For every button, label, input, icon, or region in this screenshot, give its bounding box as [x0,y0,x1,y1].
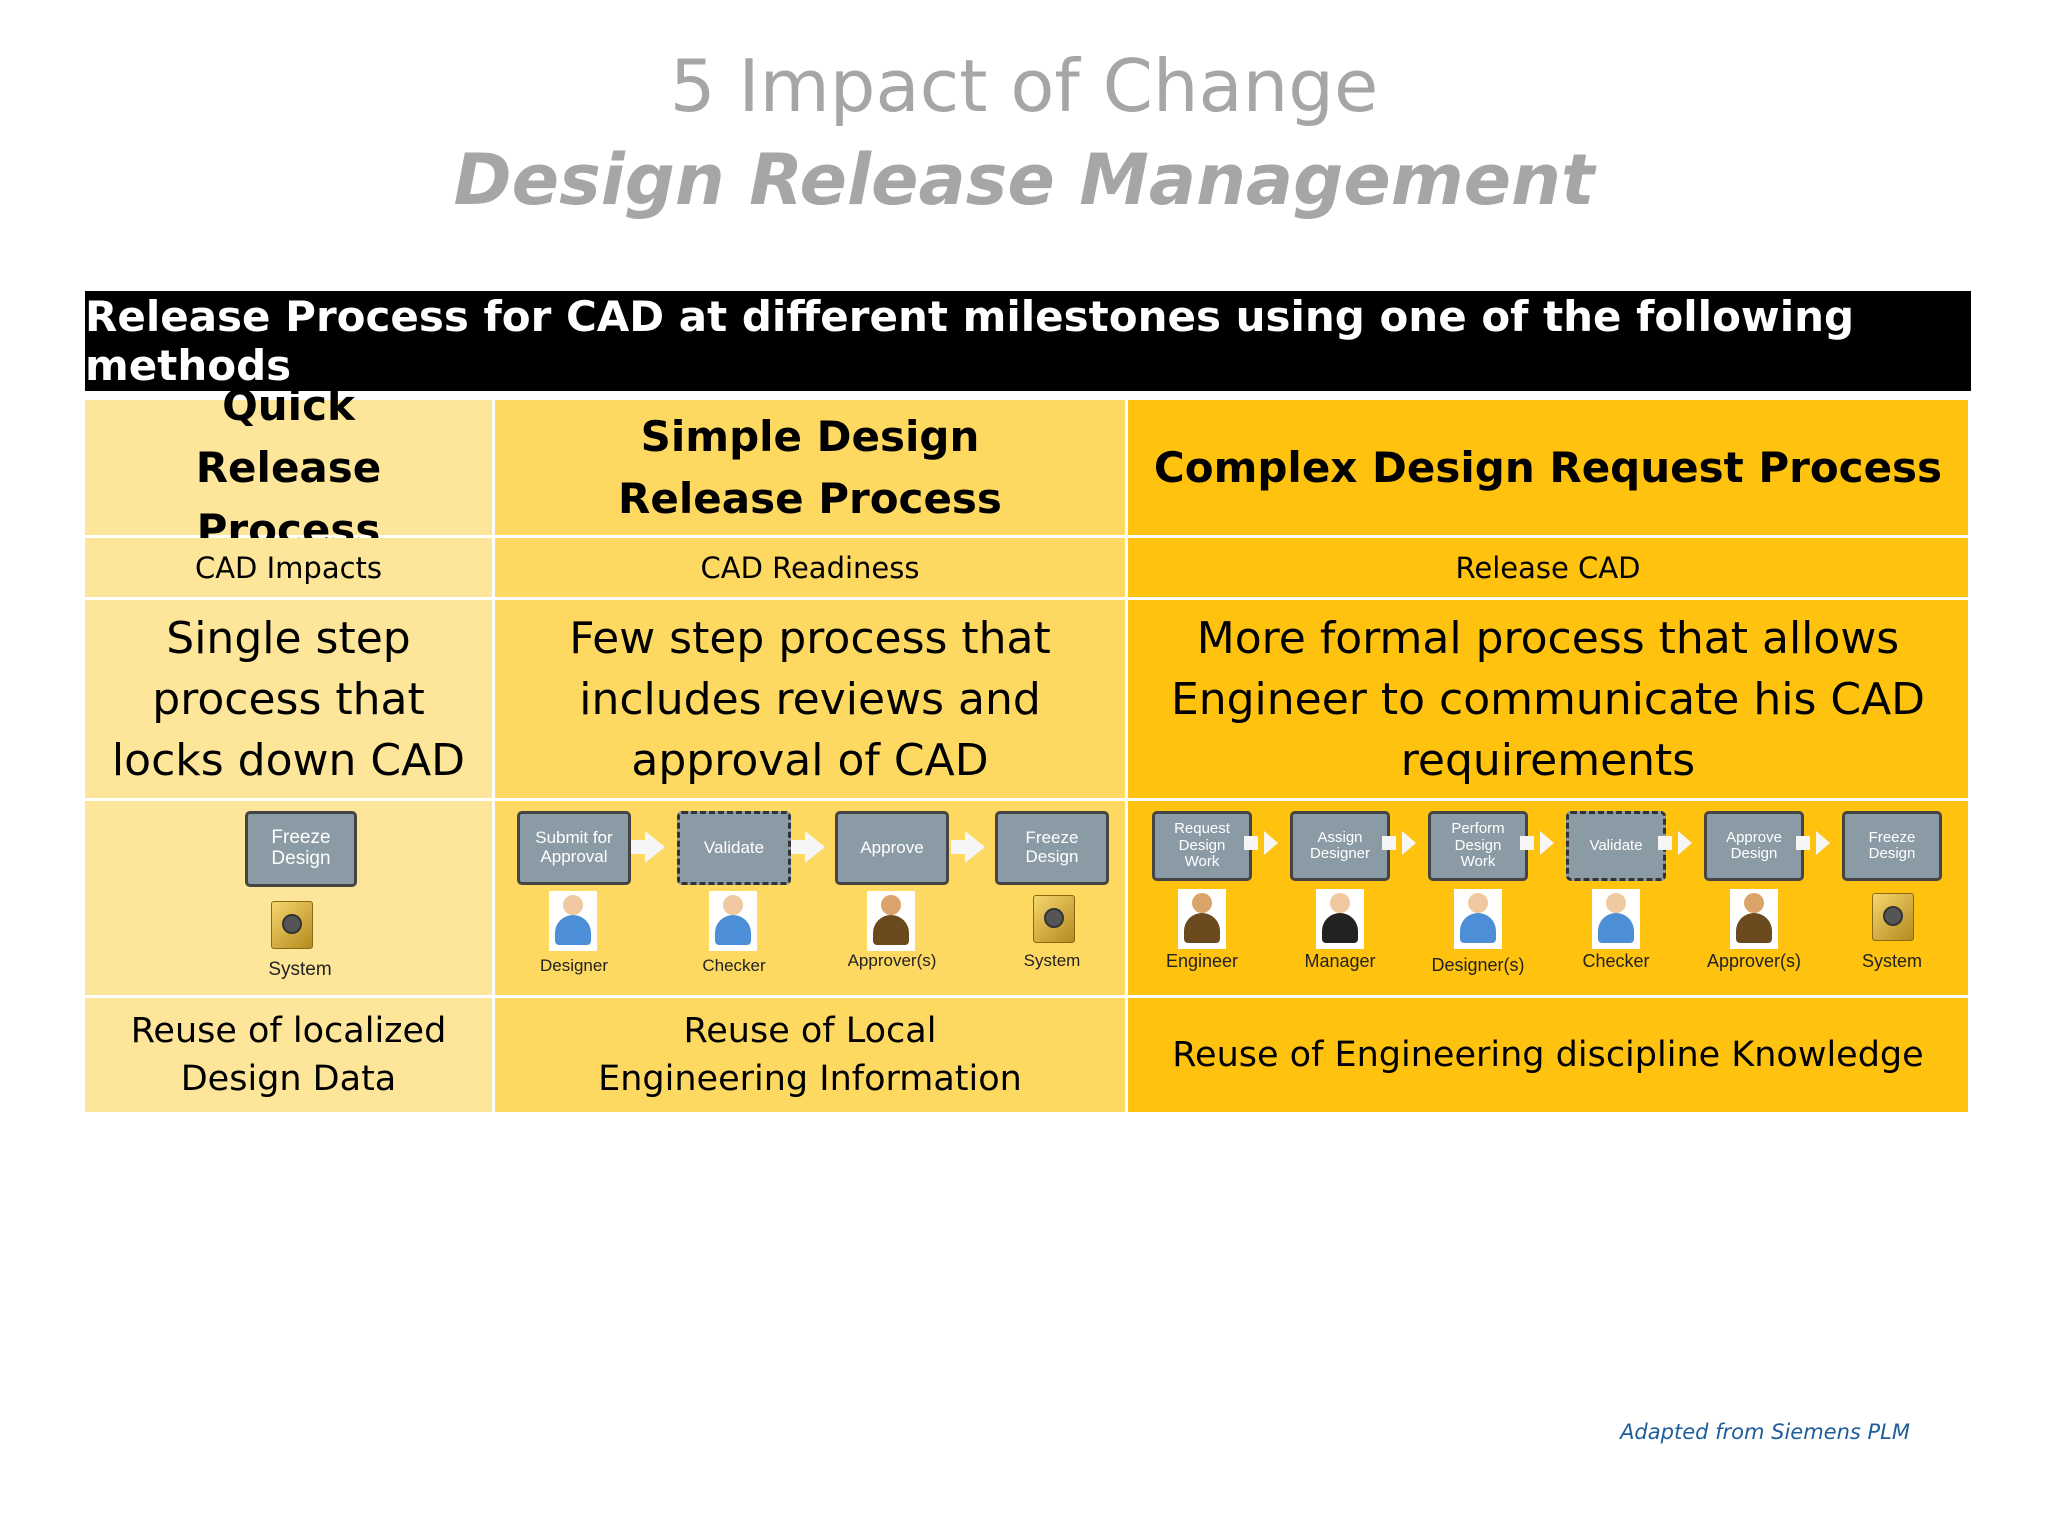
role-label-designer: Designer [539,956,609,975]
process-diagram-complex: Request Design Work Engineer Assign Desi… [1128,801,1971,998]
reuse-text: Reuse of Local Engineering Information [598,1011,1022,1099]
heading-text: Complex Design Request Process [1153,442,1943,492]
banner: Release Process for CAD at different mil… [85,291,1971,391]
person-icon [1178,889,1226,949]
step-box-assign-designer: Assign Designer [1290,811,1390,881]
arrow-icon [951,831,985,863]
step-box-freeze-design: Freeze Design [1842,811,1942,881]
arrow-icon [1520,831,1554,855]
description-simple: Few step process that includes reviews a… [495,600,1128,801]
description-complex: More formal process that allows Engineer… [1128,600,1971,801]
milestone-complex: Release CAD [1128,538,1971,600]
milestone-simple: CAD Readiness [495,538,1128,600]
heading-text: Quick Release Process [195,380,382,554]
reuse-simple: Reuse of Local Engineering Information [495,998,1128,1115]
page-subtitle: Design Release Management [453,139,1595,221]
role-label-system: System [268,959,332,980]
step-box-freeze-design: Freeze Design [995,811,1109,885]
arrow-icon [1796,831,1830,855]
arrow-icon [1658,831,1692,855]
step-box-freeze-design: Freeze Design [245,811,357,887]
reuse-complex: Reuse of Engineering discipline Knowledg… [1128,998,1971,1115]
heading-quick-release: Quick Release Process [85,381,495,554]
step-box-validate: Validate [677,811,791,885]
description-text: Single step process that locks down CAD [111,612,466,786]
description-quick: Single step process that locks down CAD [85,600,495,801]
safe-icon [271,901,313,949]
arrow-icon [631,831,665,863]
role-label-system: System [1861,951,1922,971]
arrow-icon [791,831,825,863]
role-label-designers: Designer(s) [1431,955,1525,975]
step-box-validate: Validate [1566,811,1666,881]
role-label-manager: Manager [1304,951,1376,971]
arrow-icon [1244,831,1278,855]
step-box-request-design-work: Request Design Work [1152,811,1252,881]
step-box-perform-design-work: Perform Design Work [1428,811,1528,881]
process-diagram-quick: Freeze Design System [85,801,495,998]
person-icon [709,891,757,951]
role-label-approvers: Approver(s) [847,951,937,970]
description-text: Few step process that includes reviews a… [569,612,1051,786]
reuse-text: Reuse of localized Design Data [130,1011,447,1099]
process-table: Quick Release Process Simple Design Rele… [85,381,1971,1115]
credit-note: Adapted from Siemens PLM [1620,1420,1910,1444]
page-title: 5 Impact of Change [669,44,1379,128]
person-icon [549,891,597,951]
person-icon [1316,889,1364,949]
heading-text: Simple Design Release Process [618,411,1002,523]
step-box-approve: Approve [835,811,949,885]
description-text: More formal process that allows Engineer… [1170,612,1926,786]
heading-simple-release: Simple Design Release Process [495,400,1128,538]
role-label-system: System [1023,951,1081,970]
safe-icon [1033,895,1075,943]
heading-complex-request: Complex Design Request Process [1128,400,1971,538]
step-box-approve-design: Approve Design [1704,811,1804,881]
person-icon [1454,889,1502,949]
arrow-icon [1382,831,1416,855]
person-icon [1592,889,1640,949]
role-label-checker: Checker [702,956,766,975]
process-diagram-simple: Submit for Approval Designer Validate Ch… [495,801,1128,998]
role-label-engineer: Engineer [1165,951,1239,971]
role-label-approvers: Approver(s) [1706,951,1802,971]
step-box-submit-for-approval: Submit for Approval [517,811,631,885]
person-icon [1730,889,1778,949]
person-icon [867,891,915,951]
safe-icon [1872,893,1914,941]
milestone-quick: CAD Impacts [85,538,495,600]
reuse-quick: Reuse of localized Design Data [85,998,495,1115]
role-label-checker: Checker [1582,951,1650,971]
